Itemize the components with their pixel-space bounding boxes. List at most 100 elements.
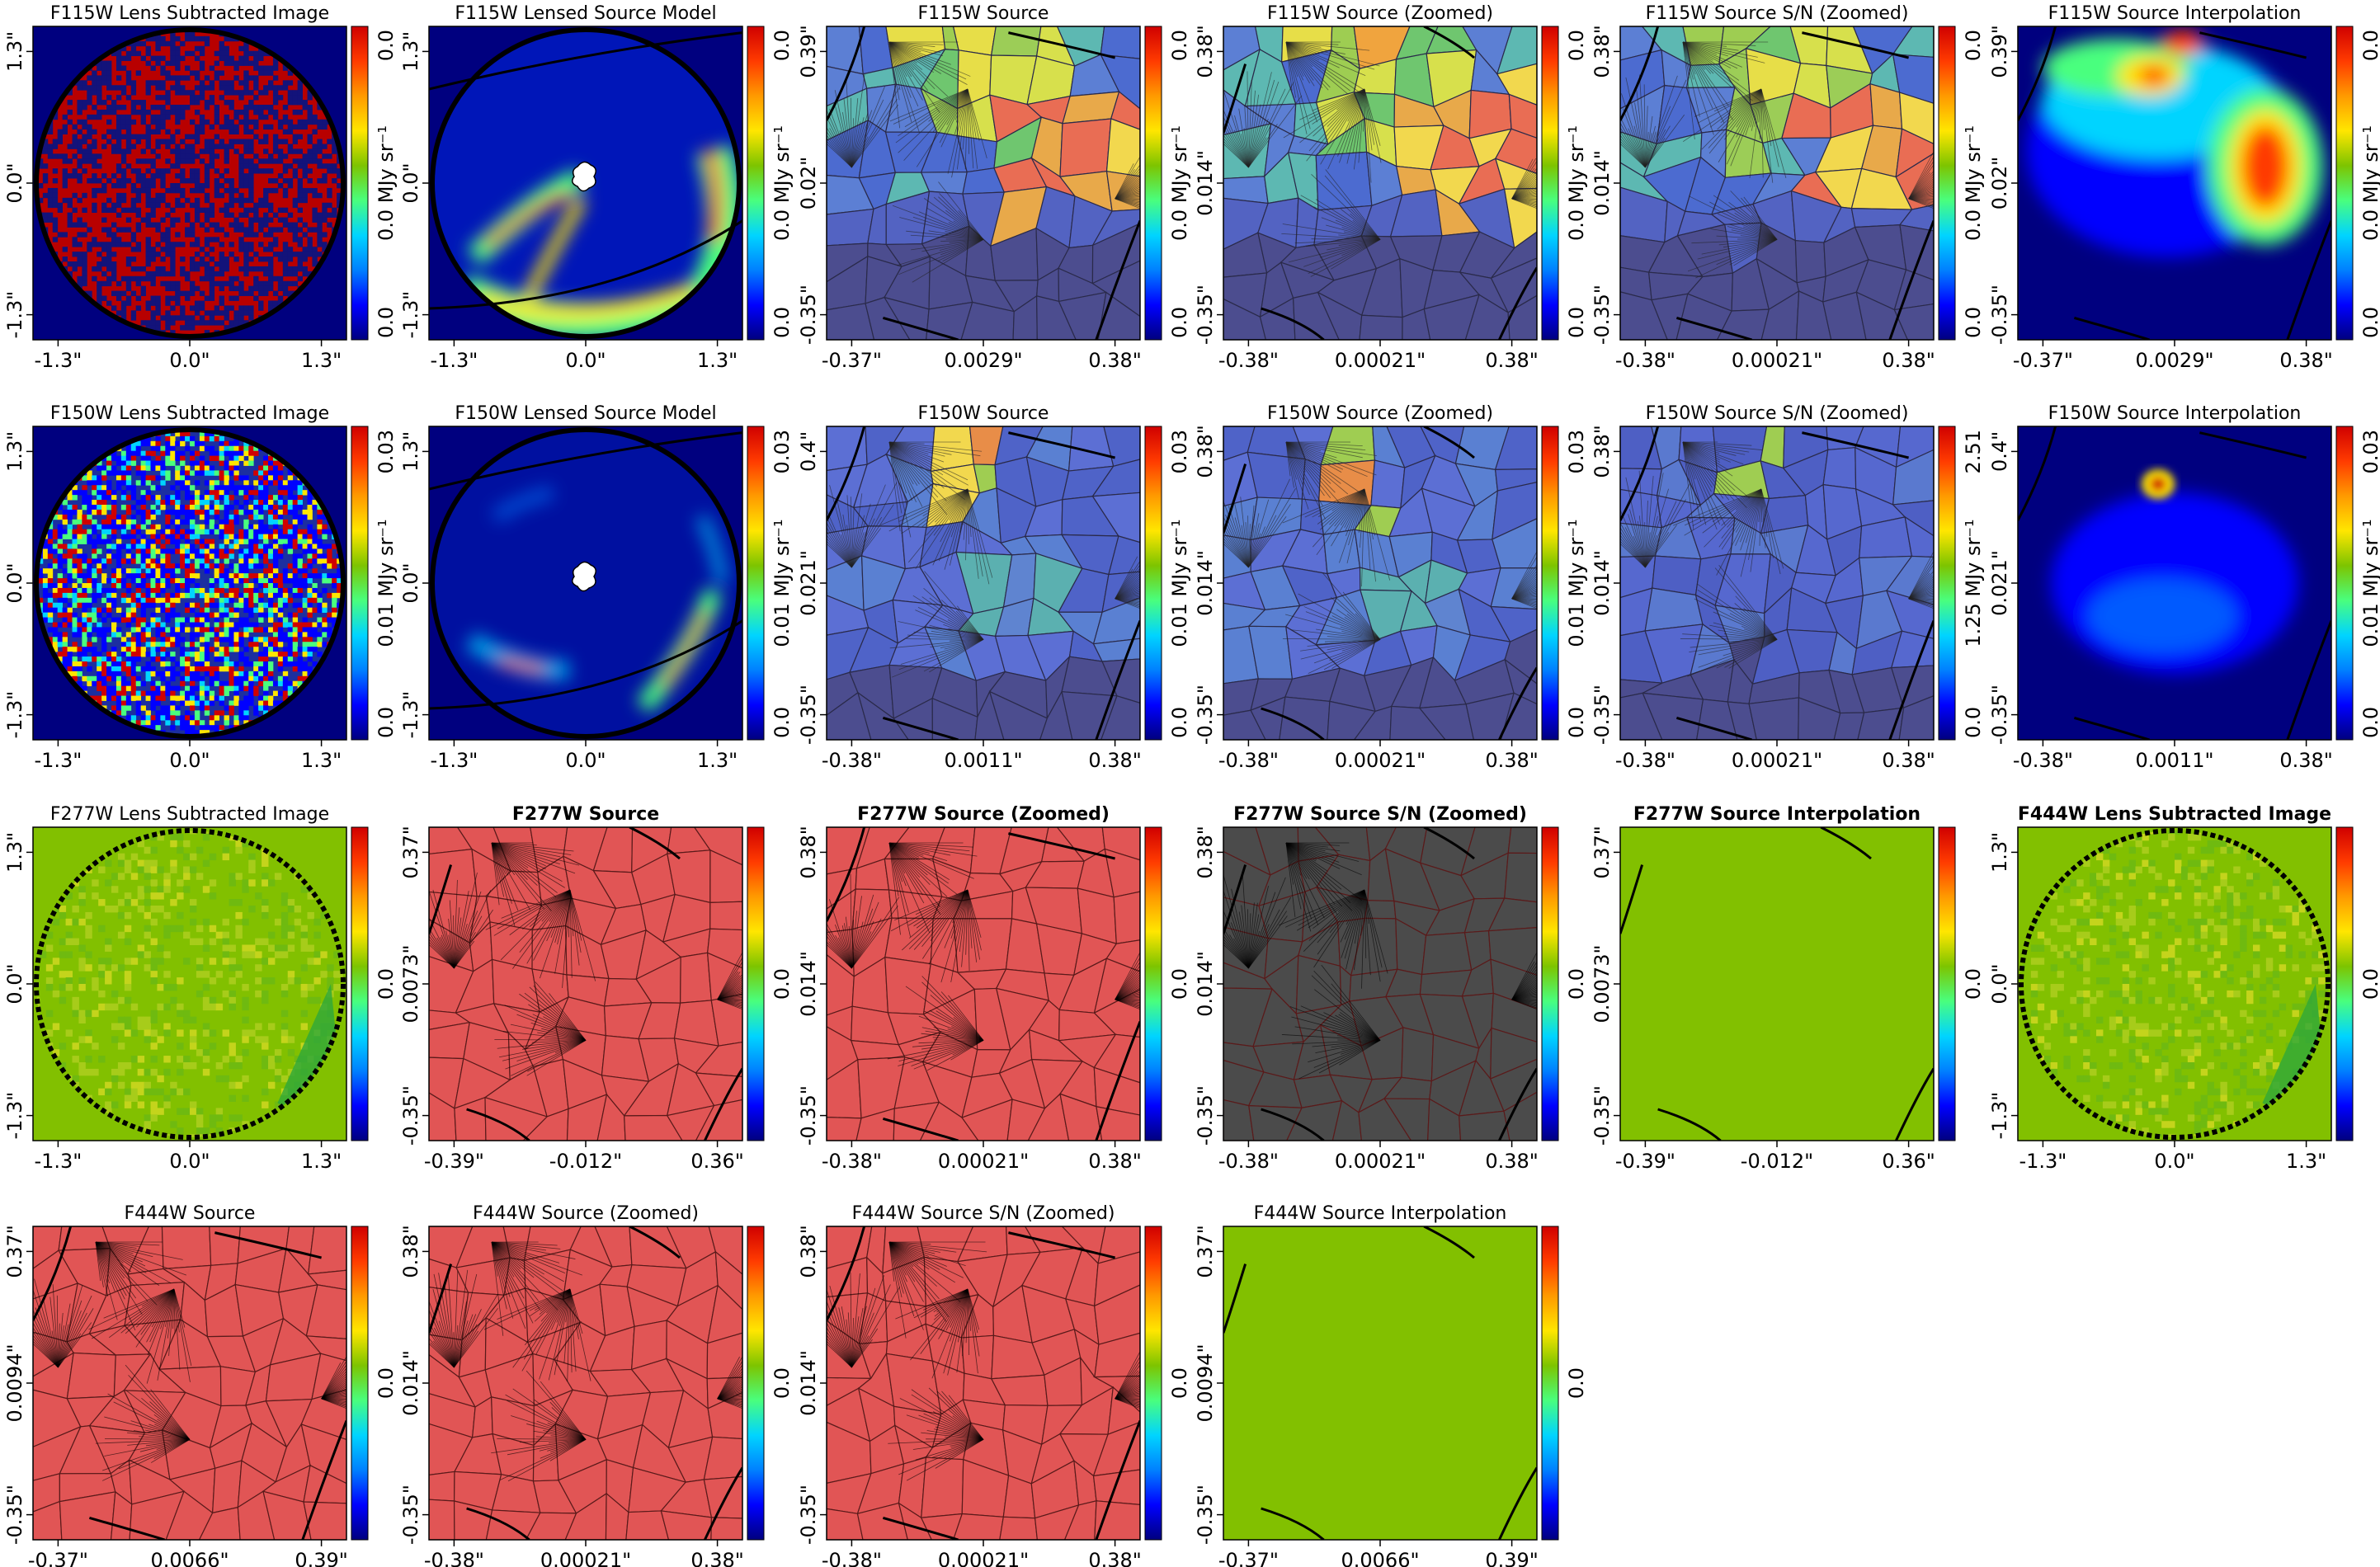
x-tick-label: 0.38"	[1882, 749, 1935, 772]
colorbar	[747, 1226, 765, 1541]
voronoi-mesh	[1620, 26, 1934, 340]
panel-image	[33, 1226, 346, 1540]
y-tick-label: 0.0"	[1988, 963, 2011, 1004]
panel-title: F444W Lens Subtracted Image	[2018, 804, 2331, 825]
colorbar-label: 0.0 MJy sr⁻¹	[1565, 125, 1588, 241]
x-tick-label: -0.38"	[1615, 749, 1675, 772]
y-tick-label: 0.39"	[797, 25, 820, 78]
y-tick-label: 1.3"	[3, 832, 26, 873]
y-tick-label: 0.014"	[1591, 150, 1614, 216]
panel-22: F444W Source Interpolation -0.37" 0.0066" 0…	[1194, 1203, 1588, 1567]
colorbar-label: 0.0	[1565, 968, 1588, 1000]
y-tick-label: -0.35"	[1194, 685, 1217, 745]
panel-8: F150W Lensed Source Model -1.3" 0.0" 1.3" 1.…	[399, 403, 794, 772]
panel-image	[1620, 827, 1934, 1141]
x-tick-label: 1.3"	[301, 749, 342, 772]
colorbar-max-label: 0.0	[1565, 30, 1588, 61]
y-tick-label: 0.0"	[399, 162, 422, 203]
voronoi-mesh	[1223, 26, 1537, 340]
x-tick-label: 0.0"	[565, 749, 606, 772]
colorbar-min-label: 0.0	[2359, 307, 2380, 338]
y-tick-label: 0.0"	[399, 562, 422, 603]
y-tick-label: 0.0"	[3, 162, 26, 203]
panel-11: F150W Source S/N (Zoomed) -0.38" 0.00021" 0…	[1591, 403, 1985, 772]
colorbar-label: 0.0	[375, 968, 398, 1000]
panel-17: F277W Source Interpolation -0.39" -0.012" 0…	[1591, 804, 1985, 1173]
colorbar-max-label: 0.0	[375, 30, 398, 61]
colorbar	[1541, 1226, 1559, 1541]
y-tick-label: 0.021"	[797, 550, 820, 616]
y-tick-label: 0.38"	[1194, 25, 1217, 78]
y-tick-label: 0.37"	[1194, 1225, 1217, 1278]
colorbar-min-label: 0.0	[771, 307, 794, 338]
x-tick-label: -0.38"	[424, 1549, 484, 1567]
colorbar	[1938, 26, 1956, 341]
x-tick-label: 0.38"	[2279, 349, 2332, 372]
y-tick-label: -0.35"	[399, 1085, 422, 1146]
x-tick-label: 0.0"	[169, 349, 210, 372]
x-tick-label: 0.38"	[690, 1549, 743, 1567]
panel-9: F150W Source -0.38" 0.0011" 0.38" 0.4" 0.021"…	[797, 403, 1191, 772]
panel-title: F115W Source Interpolation	[2048, 3, 2302, 24]
panel-title: F115W Lens Subtracted Image	[50, 3, 329, 24]
voronoi-mesh	[827, 827, 1140, 1141]
voronoi-mesh	[429, 1226, 742, 1540]
colorbar	[1938, 426, 1956, 741]
y-tick-label: 0.02"	[1988, 157, 2011, 209]
colorbar-min-label: 0.0	[2359, 707, 2380, 738]
colorbar-label: 0.0 MJy sr⁻¹	[2359, 125, 2380, 241]
colorbar-label: 0.01 MJy sr⁻¹	[1565, 519, 1588, 647]
colorbar	[1541, 26, 1559, 341]
panel-image	[1620, 426, 1934, 740]
panel-14: F277W Source -0.39" -0.012" 0.36" 0.37" 0.007…	[399, 804, 794, 1173]
x-tick-label: 0.38"	[1088, 349, 1141, 372]
x-tick-label: 0.36"	[690, 1150, 743, 1173]
colorbar-label: 0.0 MJy sr⁻¹	[1168, 125, 1191, 241]
panel-10: F150W Source (Zoomed) -0.38" 0.00021" 0.38"…	[1194, 403, 1588, 772]
panel-18: F444W Lens Subtracted Image -1.3" 0.0" 1.3"…	[1988, 804, 2380, 1173]
panel-title: F150W Source (Zoomed)	[1267, 403, 1493, 424]
x-tick-label: -0.37"	[2013, 349, 2073, 372]
y-tick-label: 1.3"	[3, 31, 26, 72]
y-tick-label: 0.38"	[1194, 425, 1217, 478]
x-tick-label: -0.012"	[1741, 1150, 1813, 1173]
x-tick-label: 0.38"	[1882, 349, 1935, 372]
interp-blobs	[2026, 31, 2323, 257]
colorbar	[1144, 426, 1162, 741]
panel-image	[429, 26, 742, 340]
voronoi-mesh	[1620, 426, 1934, 740]
colorbar	[747, 826, 765, 1141]
colorbar	[351, 826, 369, 1141]
mask-ring	[430, 27, 742, 339]
panel-4: F115W Source (Zoomed) -0.38" 0.00021" 0.38"…	[1194, 3, 1588, 372]
panel-title: F115W Source	[918, 3, 1049, 24]
colorbar	[2335, 26, 2354, 341]
x-tick-label: 0.00021"	[938, 1150, 1029, 1173]
y-tick-label: 0.02"	[797, 157, 820, 209]
panel-image	[1223, 1226, 1537, 1540]
panel-image	[1223, 827, 1537, 1141]
voronoi-mesh	[1223, 426, 1537, 740]
colorbar-label: 0.0 MJy sr⁻¹	[771, 125, 794, 241]
lensed-arcs	[465, 485, 728, 713]
panel-title: F277W Source Interpolation	[1633, 804, 1920, 825]
y-tick-label: 0.37"	[399, 826, 422, 878]
colorbar-min-label: 0.0	[375, 307, 398, 338]
y-tick-label: -0.35"	[1194, 1485, 1217, 1545]
panel-15: F277W Source (Zoomed) -0.38" 0.00021" 0.38"…	[797, 804, 1191, 1173]
x-tick-label: -0.38"	[2013, 749, 2073, 772]
y-tick-label: 0.014"	[1194, 150, 1217, 216]
colorbar-label: 0.01 MJy sr⁻¹	[771, 519, 794, 647]
mask-ring	[34, 828, 346, 1140]
x-tick-label: 0.0029"	[944, 349, 1022, 372]
y-tick-label: 0.38"	[399, 1225, 422, 1278]
y-tick-label: -1.3"	[1988, 1092, 2011, 1140]
image-disk	[36, 30, 343, 336]
x-tick-label: 1.3"	[301, 349, 342, 372]
y-tick-label: 0.014"	[797, 1350, 820, 1416]
panel-16: F277W Source S/N (Zoomed) -0.38" 0.00021" 0…	[1194, 804, 1588, 1173]
y-tick-label: 0.4"	[1988, 431, 2011, 472]
panel-20: F444W Source (Zoomed) -0.38" 0.00021" 0.38"…	[399, 1203, 794, 1567]
x-tick-label: -0.38"	[1218, 1150, 1279, 1173]
x-tick-label: 0.0"	[2154, 1150, 2194, 1173]
